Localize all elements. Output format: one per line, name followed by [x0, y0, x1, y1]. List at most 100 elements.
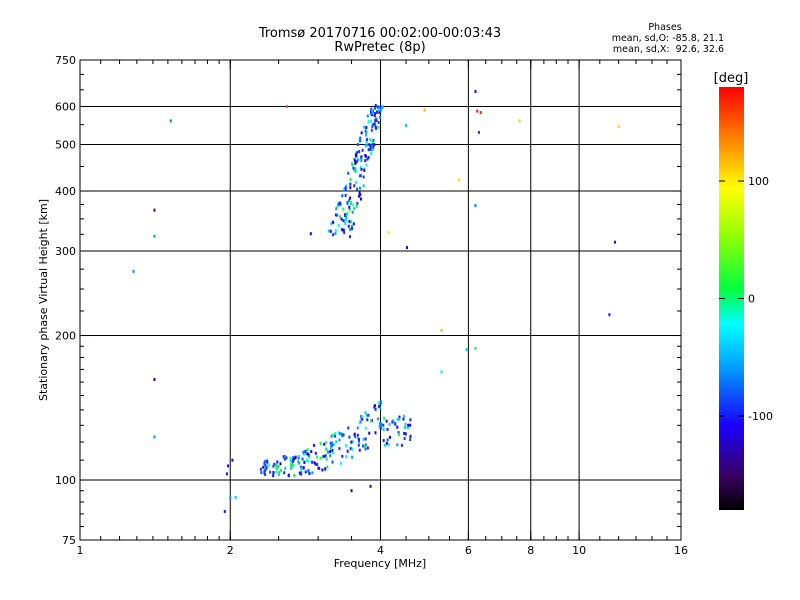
data-point	[169, 119, 172, 123]
data-point	[289, 456, 292, 460]
data-point	[374, 106, 377, 110]
data-point	[283, 471, 286, 475]
data-point	[374, 112, 377, 116]
data-point	[378, 421, 381, 425]
data-point	[355, 204, 358, 208]
data-point	[364, 443, 367, 447]
data-point	[376, 110, 379, 114]
data-point	[348, 235, 351, 239]
data-point	[132, 269, 135, 273]
data-point	[300, 472, 303, 476]
data-point	[365, 125, 368, 129]
data-point	[334, 431, 337, 435]
data-point	[368, 143, 371, 147]
x-tick-label: 10	[572, 544, 586, 557]
data-point	[356, 426, 359, 430]
data-point	[349, 182, 352, 186]
data-point	[349, 447, 352, 451]
data-point	[357, 438, 360, 442]
data-point	[374, 117, 377, 121]
data-point	[269, 470, 272, 474]
data-point	[369, 484, 372, 488]
data-point	[404, 422, 407, 426]
data-point	[359, 136, 362, 140]
data-point	[403, 437, 406, 441]
data-point	[282, 455, 285, 459]
data-point	[362, 437, 365, 441]
data-point	[345, 455, 348, 459]
data-point	[307, 469, 310, 473]
data-point	[397, 433, 400, 437]
data-point	[231, 458, 234, 462]
data-point	[474, 89, 477, 93]
data-point	[370, 151, 373, 155]
phase-stats: Phases mean, sd,O: -85.8, 21.1 mean, sd,…	[606, 22, 724, 55]
data-point	[358, 174, 361, 178]
data-point	[370, 419, 373, 423]
data-point	[409, 418, 412, 422]
data-point	[351, 210, 354, 214]
data-point	[388, 422, 391, 426]
data-point	[354, 435, 357, 439]
data-point	[365, 138, 368, 142]
data-point	[397, 431, 400, 435]
data-point	[344, 213, 347, 217]
data-point	[367, 156, 370, 160]
data-point	[458, 178, 461, 182]
data-point	[341, 434, 344, 438]
colorbar-tick-label: -100	[748, 410, 773, 423]
phase-stats-o-line: mean, sd,O: -85.8, 21.1	[611, 33, 724, 44]
data-point	[326, 465, 329, 469]
data-point	[384, 443, 387, 447]
data-point	[325, 447, 328, 451]
x-tick-label: 6	[465, 544, 472, 557]
data-point	[336, 204, 339, 208]
data-point	[405, 123, 408, 127]
data-point	[309, 232, 312, 236]
data-point	[364, 411, 367, 415]
data-point	[440, 328, 443, 332]
data-point	[352, 166, 355, 170]
data-point	[345, 215, 348, 219]
data-point	[405, 246, 408, 250]
data-point	[329, 447, 332, 451]
data-point	[330, 434, 333, 438]
data-point	[361, 148, 364, 152]
phase-stats-x-line: mean, sd,X: 92.6, 32.6	[612, 44, 724, 55]
data-point	[340, 217, 343, 221]
data-point	[358, 150, 361, 154]
data-point	[264, 473, 267, 477]
data-point	[387, 443, 390, 447]
data-point	[377, 404, 380, 408]
data-point	[366, 114, 369, 118]
data-point	[407, 423, 410, 427]
data-point	[388, 435, 391, 439]
data-point	[477, 130, 480, 134]
data-point	[331, 441, 334, 445]
data-point	[292, 463, 295, 467]
data-point	[316, 463, 319, 467]
data-point	[367, 413, 370, 417]
data-point	[278, 471, 281, 475]
data-point	[153, 234, 156, 238]
data-point	[379, 426, 382, 430]
x-tick-label: 1	[77, 544, 84, 557]
data-point	[303, 460, 306, 464]
data-point	[266, 460, 269, 464]
data-point	[356, 201, 359, 205]
data-point	[292, 456, 295, 460]
data-point	[304, 449, 307, 453]
data-point	[263, 470, 266, 474]
data-point	[264, 468, 267, 472]
data-point	[359, 197, 362, 201]
data-point	[377, 121, 380, 125]
data-point	[340, 432, 343, 436]
data-point	[376, 105, 379, 109]
x-axis-label: Frequency [MHz]	[334, 557, 426, 570]
data-point	[267, 463, 270, 467]
data-point	[370, 110, 373, 114]
data-point	[396, 417, 399, 421]
data-point	[371, 147, 374, 151]
data-point	[362, 184, 365, 188]
phase-stats-heading: Phases	[648, 22, 682, 33]
